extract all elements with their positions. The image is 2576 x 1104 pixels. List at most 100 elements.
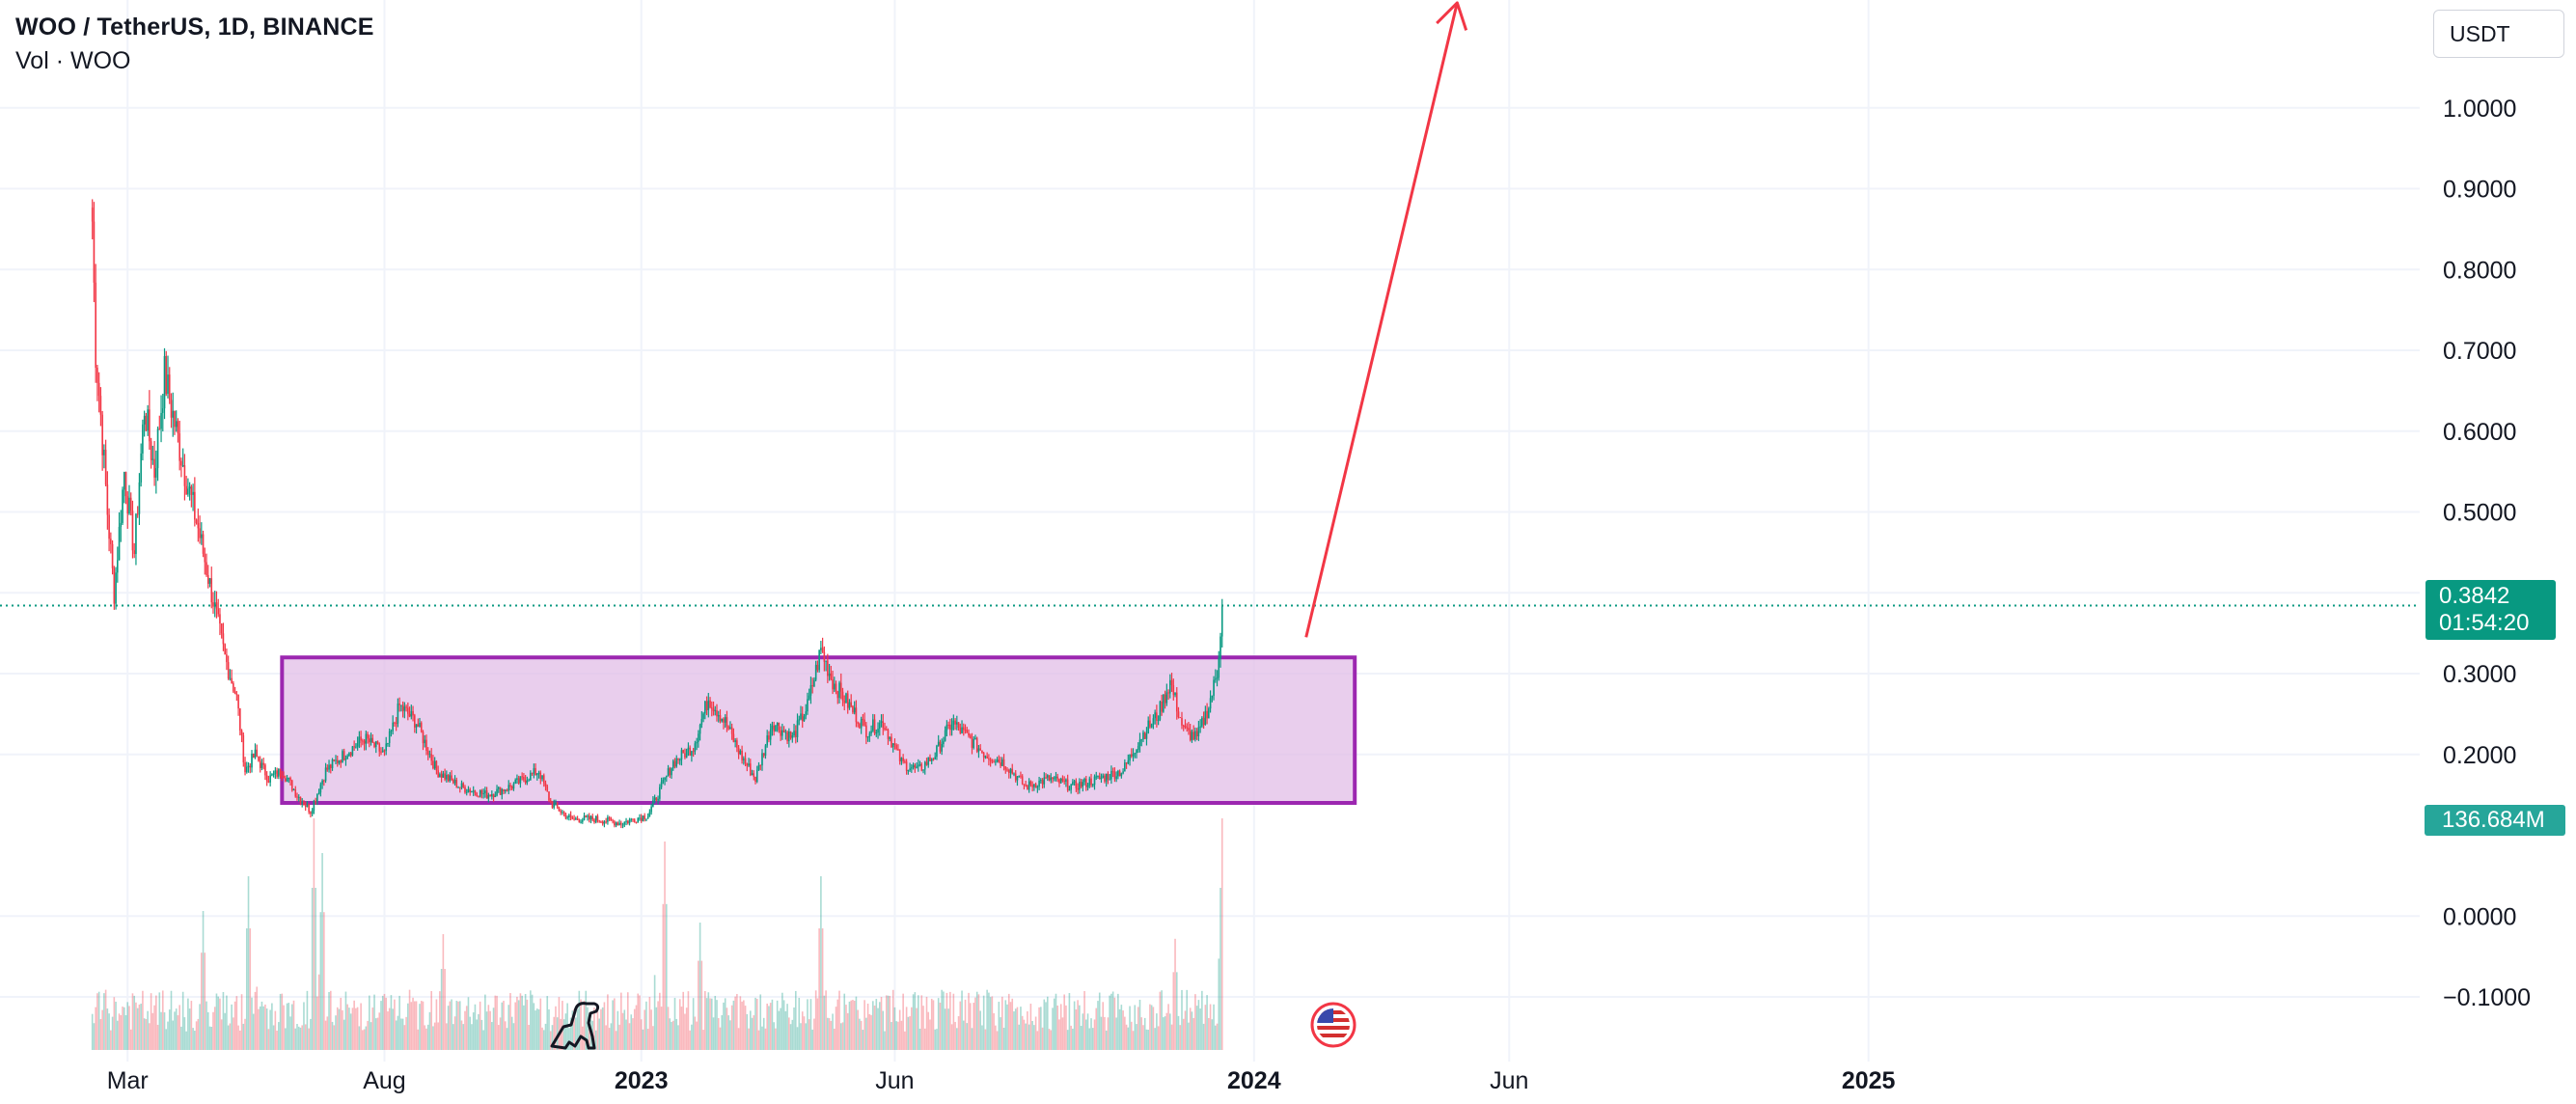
volume-bar	[562, 1001, 563, 1050]
candle-body	[99, 396, 102, 415]
candle-body	[578, 819, 581, 823]
volume-bar	[1164, 1016, 1166, 1050]
candle-body	[501, 788, 504, 795]
volume-bar	[737, 1028, 740, 1050]
candle-body	[439, 774, 441, 778]
candle-body	[135, 513, 137, 555]
candle-body	[632, 818, 634, 820]
candle-body	[1219, 636, 1221, 659]
volume-bar	[135, 1002, 137, 1050]
candle-body	[560, 811, 562, 813]
candle-body	[1150, 724, 1153, 728]
candle-body	[1172, 684, 1175, 696]
chart-legend: WOO / TetherUS, 1D, BINANCE Vol · WOO	[15, 14, 374, 75]
candle-body	[523, 776, 525, 781]
candle-body	[1125, 762, 1128, 764]
volume-bar	[99, 1019, 102, 1050]
volume-bar	[675, 1018, 678, 1050]
volume-bar	[432, 1026, 434, 1050]
volume-bar	[893, 1007, 896, 1050]
volume-bar	[918, 1028, 921, 1050]
currency-selector-button[interactable]: USDT	[2433, 10, 2564, 58]
candle-body	[587, 815, 589, 817]
candle-body	[642, 815, 644, 821]
volume-bar	[226, 995, 228, 1050]
volume-bar	[791, 1019, 794, 1050]
volume-bar	[700, 960, 703, 1050]
volume-bar	[383, 993, 386, 1050]
volume-bar	[895, 1021, 897, 1050]
candle-body	[828, 673, 831, 676]
volume-bar	[283, 1005, 285, 1050]
volume-bar	[442, 934, 445, 1050]
candle-body	[348, 753, 350, 757]
volume-bar	[870, 1014, 872, 1050]
volume-bar	[943, 991, 945, 1050]
volume-bar	[573, 1008, 575, 1050]
volume-bar	[271, 1003, 273, 1050]
candle-body	[1142, 732, 1144, 740]
candle-body	[316, 793, 318, 802]
candle-body	[618, 822, 620, 826]
candle-body	[133, 550, 136, 555]
candle-body	[820, 648, 822, 650]
volume-bar	[596, 1011, 599, 1050]
volume-bar	[882, 1010, 885, 1050]
volume-bar	[862, 1030, 864, 1050]
candle-body	[237, 694, 239, 709]
volume-bar	[645, 1001, 647, 1050]
candle-body	[294, 789, 297, 797]
candle-body	[517, 778, 520, 784]
volume-bar	[1134, 1005, 1137, 1050]
volume-bar	[533, 1003, 535, 1050]
volume-bar	[227, 1025, 230, 1050]
volume-bar	[1181, 989, 1183, 1050]
candle-body	[256, 749, 259, 757]
candle-body	[841, 691, 844, 702]
candle-body	[412, 710, 414, 716]
volume-bar	[1142, 1025, 1144, 1050]
volume-bar	[523, 1005, 525, 1050]
candle-body	[737, 747, 740, 755]
us-flag-event-icon[interactable]	[1310, 1002, 1357, 1048]
candle-body	[621, 824, 624, 826]
candle-body	[472, 790, 475, 792]
candle-body	[147, 409, 149, 431]
tradingview-dino-logo-icon[interactable]	[550, 1002, 600, 1050]
candle-body	[504, 789, 507, 791]
candle-body	[163, 355, 166, 409]
volume-bar	[1174, 938, 1176, 1050]
candle-body	[576, 817, 579, 820]
candle-body	[213, 602, 216, 607]
volume-bar	[355, 1007, 357, 1050]
candle-body	[1013, 773, 1015, 775]
volume-bar	[969, 1003, 972, 1050]
candle-body	[784, 731, 787, 733]
candle-body	[158, 428, 161, 430]
volume-bar	[927, 1011, 930, 1050]
volume-bar	[957, 1016, 960, 1050]
candle-body	[859, 724, 861, 729]
candle-body	[1147, 720, 1149, 734]
volume-bar	[902, 993, 904, 1050]
volume-bar	[1036, 1031, 1039, 1050]
candle-body	[1086, 785, 1089, 787]
volume-bar	[499, 1017, 502, 1050]
volume-bar	[652, 1026, 654, 1050]
volume-bar	[780, 1007, 781, 1050]
volume-bar	[281, 993, 284, 1050]
volume-bar	[1031, 1020, 1033, 1050]
candle-body	[258, 756, 260, 761]
projection-arrow-shaft	[1304, 2, 1459, 638]
candle-body	[791, 735, 794, 738]
candle-body	[265, 775, 268, 782]
candle-body	[984, 756, 987, 758]
candle-body	[562, 812, 563, 814]
volume-bar	[807, 999, 808, 1050]
candle-body	[1152, 718, 1155, 725]
volume-bar	[460, 1020, 463, 1050]
volume-bar	[290, 1004, 293, 1050]
volume-bar	[1127, 1027, 1130, 1050]
range-box	[280, 655, 1357, 805]
